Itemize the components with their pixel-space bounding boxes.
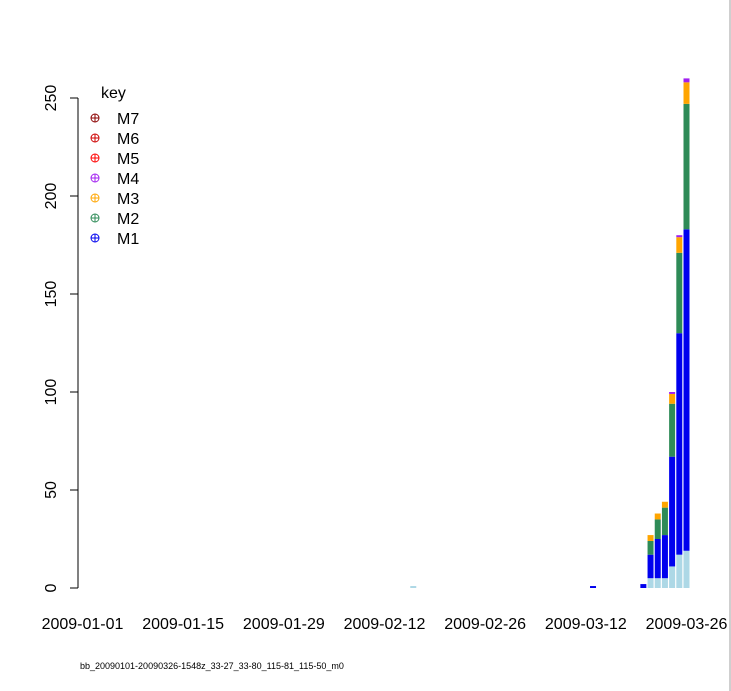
legend-label: M5 bbox=[117, 151, 139, 168]
bar-segment-m1 bbox=[654, 539, 661, 579]
x-tick-label: 2009-03-12 bbox=[545, 616, 627, 633]
footnote: bb_20090101-20090326-1548z_33-27_33-80_1… bbox=[80, 661, 344, 671]
y-axis: 0 50 100 150 200 250 bbox=[43, 85, 79, 592]
bar-segment-base bbox=[683, 550, 690, 588]
bar-segment-base bbox=[669, 566, 676, 588]
bar-segment-base bbox=[676, 554, 683, 588]
legend-item-m1: M1 bbox=[90, 231, 139, 248]
legend-item-m3: M3 bbox=[90, 191, 139, 208]
y-tick-label: 200 bbox=[43, 183, 60, 210]
y-tick-label: 50 bbox=[43, 481, 60, 499]
bar-segment-base bbox=[647, 578, 654, 588]
bar-segment-m1 bbox=[676, 333, 683, 555]
bar-segment-m2 bbox=[661, 507, 668, 536]
x-tick-label: 2009-03-26 bbox=[646, 616, 728, 633]
x-tick-label: 2009-01-01 bbox=[42, 616, 124, 633]
legend-item-m7: M7 bbox=[90, 111, 139, 128]
y-tick-label: 100 bbox=[43, 379, 60, 406]
legend-label: M7 bbox=[117, 111, 139, 128]
bar-segment-m2 bbox=[683, 103, 690, 230]
window-edge bbox=[729, 0, 731, 691]
legend-title: key bbox=[101, 85, 126, 102]
y-tick-label: 0 bbox=[43, 583, 60, 592]
bar-segment-m1 bbox=[661, 535, 668, 579]
bar-segment-m3 bbox=[676, 237, 683, 253]
bar-segment-m3 bbox=[654, 513, 661, 520]
bar-segment-m1 bbox=[590, 586, 597, 588]
x-tick-label: 2009-02-12 bbox=[344, 616, 426, 633]
bar-segment-m3 bbox=[669, 393, 676, 404]
legend-label: M3 bbox=[117, 191, 139, 208]
bar-segment-base bbox=[654, 578, 661, 588]
bar-segment-m3 bbox=[661, 501, 668, 508]
bar-segment-base bbox=[410, 586, 417, 588]
x-tick-label: 2009-01-29 bbox=[243, 616, 325, 633]
bar-segment-m2 bbox=[647, 540, 654, 555]
bar-segment-m2 bbox=[669, 403, 676, 457]
x-tick-label: 2009-02-26 bbox=[444, 616, 526, 633]
y-tick-label: 250 bbox=[43, 85, 60, 112]
x-tick-label: 2009-01-15 bbox=[142, 616, 224, 633]
legend-item-m5: M5 bbox=[90, 151, 139, 168]
bar-segment-m2 bbox=[676, 252, 683, 334]
legend-item-m6: M6 bbox=[90, 131, 139, 148]
bar-segment-m1 bbox=[683, 229, 690, 551]
bar-segment-m3 bbox=[683, 82, 690, 104]
bar-segment-base bbox=[661, 578, 668, 588]
bar-segment-m3 bbox=[647, 535, 654, 541]
legend-label: M4 bbox=[117, 171, 139, 188]
bar-segment-m1 bbox=[647, 554, 654, 579]
legend-label: M1 bbox=[117, 231, 139, 248]
bar-segment-m4 bbox=[676, 235, 683, 238]
legend: key M7 M6 M5 M4 M3 M2 M1 bbox=[90, 85, 139, 248]
bars bbox=[410, 78, 690, 588]
bar-segment-m1 bbox=[640, 584, 647, 588]
legend-label: M2 bbox=[117, 211, 139, 228]
legend-item-m2: M2 bbox=[90, 211, 139, 228]
bar-segment-m4 bbox=[669, 392, 676, 394]
bar-segment-m4 bbox=[683, 78, 690, 83]
y-tick-label: 150 bbox=[43, 281, 60, 308]
bar-segment-m2 bbox=[654, 519, 661, 539]
bar-segment-m1 bbox=[669, 456, 676, 567]
legend-label: M6 bbox=[117, 131, 139, 148]
legend-item-m4: M4 bbox=[90, 171, 139, 188]
x-axis: 2009-01-01 2009-01-15 2009-01-29 2009-02-12… bbox=[42, 616, 728, 633]
